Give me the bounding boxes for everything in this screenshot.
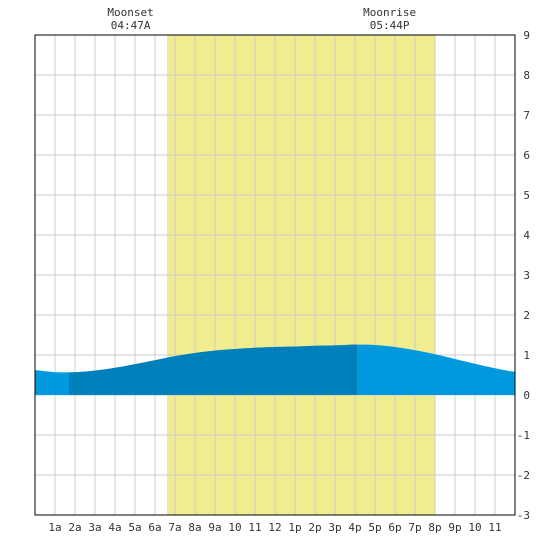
y-tick-label: 7: [523, 109, 530, 122]
y-tick-label: 3: [523, 269, 530, 282]
y-axis-ticks: 9 8 7 6 5 4 3 2 1 0 -1 -2 -3: [517, 29, 531, 522]
y-tick-label: -2: [517, 469, 530, 482]
x-tick-label: 1a: [48, 521, 61, 534]
x-tick-label: 2p: [308, 521, 321, 534]
y-tick-label: 5: [523, 189, 530, 202]
x-tick-label: 5a: [128, 521, 141, 534]
x-tick-label: 6p: [388, 521, 401, 534]
annotation-label: Moonset: [107, 6, 153, 19]
x-axis-ticks: 1a 2a 3a 4a 5a 6a 7a 8a 9a 10 11 12 1p 2p 3p 4p 5p 6p 7p 8p…: [48, 521, 501, 534]
x-tick-label: 11: [248, 521, 261, 534]
x-tick-label: 4p: [348, 521, 361, 534]
x-tick-label: 4a: [108, 521, 121, 534]
x-tick-label: 8a: [188, 521, 201, 534]
y-tick-label: 9: [523, 29, 530, 42]
annotation-label: Moonrise: [363, 6, 416, 19]
y-tick-label: -1: [517, 429, 530, 442]
y-tick-label: 0: [523, 389, 530, 402]
y-tick-label: -3: [517, 509, 530, 522]
annotation-time: 04:47A: [111, 19, 151, 32]
x-tick-label: 5p: [368, 521, 381, 534]
y-tick-label: 4: [523, 229, 530, 242]
x-tick-label: 7p: [408, 521, 421, 534]
x-tick-label: 9p: [448, 521, 461, 534]
y-tick-label: 8: [523, 69, 530, 82]
x-tick-label: 6a: [148, 521, 161, 534]
grid: [34, 34, 516, 516]
y-tick-label: 1: [523, 349, 530, 362]
annotation-time: 05:44P: [370, 19, 410, 32]
x-tick-label: 2a: [68, 521, 81, 534]
y-tick-label: 2: [523, 309, 530, 322]
x-tick-label: 7a: [168, 521, 181, 534]
x-tick-label: 9a: [208, 521, 221, 534]
x-tick-label: 10: [228, 521, 241, 534]
x-tick-label: 10: [468, 521, 481, 534]
plot-frame: [34, 34, 516, 516]
x-tick-label: 3a: [88, 521, 101, 534]
x-tick-label: 3p: [328, 521, 341, 534]
x-tick-label: 8p: [428, 521, 441, 534]
x-tick-label: 1p: [288, 521, 301, 534]
y-tick-label: 6: [523, 149, 530, 162]
x-tick-label: 12: [268, 521, 281, 534]
tide-dark-band: [69, 344, 357, 395]
x-tick-label: 11: [488, 521, 501, 534]
